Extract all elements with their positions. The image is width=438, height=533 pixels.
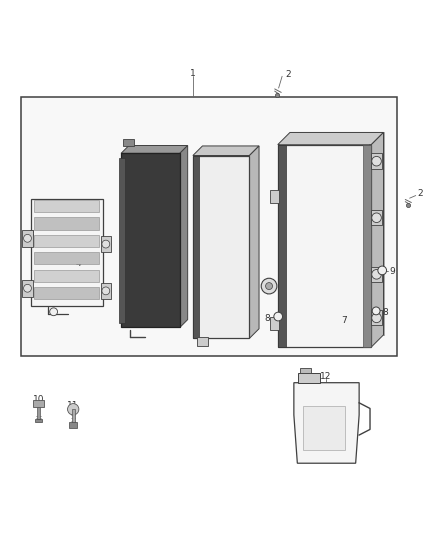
Bar (278, 144, 286, 347)
Bar (270, 190, 279, 204)
Polygon shape (290, 133, 384, 335)
Text: 8: 8 (382, 308, 388, 317)
Bar (35, 235, 99, 247)
Bar (22, 279, 33, 297)
Bar (31, 199, 103, 305)
Circle shape (24, 284, 32, 292)
Bar (300, 368, 311, 373)
Text: 7: 7 (342, 316, 347, 325)
Text: 5: 5 (137, 263, 142, 272)
Text: 8: 8 (265, 314, 271, 323)
Bar (37, 407, 40, 419)
Circle shape (372, 307, 380, 315)
Circle shape (49, 308, 57, 316)
Circle shape (24, 235, 32, 242)
Circle shape (102, 240, 110, 248)
Polygon shape (33, 400, 44, 407)
Text: 2: 2 (285, 70, 290, 79)
Text: 11: 11 (67, 401, 79, 410)
Circle shape (102, 287, 110, 295)
Bar (371, 310, 382, 325)
Circle shape (372, 313, 381, 322)
Bar (193, 156, 250, 338)
Circle shape (265, 282, 272, 289)
Text: 9: 9 (269, 285, 275, 294)
Circle shape (261, 278, 277, 294)
Circle shape (378, 266, 387, 275)
Polygon shape (193, 146, 259, 156)
Bar (22, 230, 33, 247)
Bar (101, 282, 111, 299)
Bar (35, 252, 99, 264)
Text: 4: 4 (76, 259, 81, 268)
Text: 3: 3 (28, 230, 34, 239)
Bar (35, 200, 99, 212)
Bar (119, 158, 125, 323)
Bar (35, 217, 99, 230)
Bar (270, 317, 279, 329)
Polygon shape (180, 146, 187, 327)
Polygon shape (371, 133, 384, 347)
Circle shape (372, 270, 381, 279)
Circle shape (274, 312, 283, 321)
Bar (101, 236, 111, 252)
Bar (69, 422, 77, 427)
Bar (278, 144, 371, 347)
Text: 2: 2 (417, 189, 423, 198)
Bar (21, 97, 397, 356)
Polygon shape (294, 383, 359, 463)
Bar (197, 337, 208, 346)
Polygon shape (121, 146, 187, 154)
Bar (123, 139, 134, 146)
Bar (371, 154, 382, 168)
Text: 10: 10 (33, 395, 44, 403)
Bar (193, 156, 199, 338)
Bar (371, 266, 382, 282)
Bar (298, 373, 320, 383)
Text: 9: 9 (389, 267, 395, 276)
Circle shape (372, 156, 381, 166)
Bar (72, 409, 74, 423)
Text: 1: 1 (190, 69, 196, 78)
Bar (371, 210, 382, 225)
Bar (304, 406, 345, 450)
Polygon shape (250, 146, 259, 338)
Bar (35, 270, 99, 282)
Bar (121, 154, 180, 327)
Bar (364, 144, 371, 347)
Bar (35, 287, 99, 299)
Circle shape (67, 403, 79, 415)
Polygon shape (278, 133, 384, 144)
Bar (35, 419, 42, 422)
Text: 12: 12 (320, 372, 331, 381)
Circle shape (372, 213, 381, 223)
Text: 6: 6 (230, 277, 236, 285)
